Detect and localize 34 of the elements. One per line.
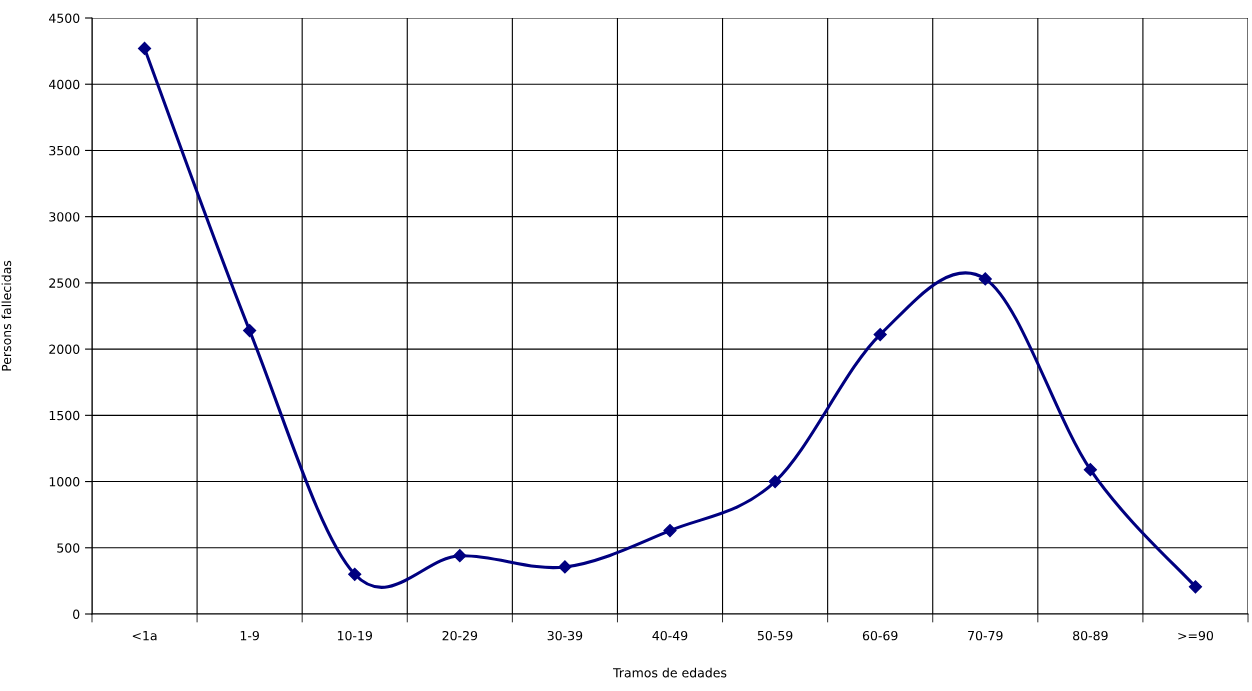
x-tick-label: 80-89: [1073, 630, 1108, 641]
point: [768, 474, 782, 489]
y-tick-label: 500: [57, 543, 80, 553]
y-tick-label: 3500: [49, 145, 80, 156]
x-tick-label: 50-59: [757, 630, 793, 641]
point: [873, 327, 887, 342]
point: [978, 272, 992, 286]
y-tick-label: 2500: [49, 278, 80, 288]
y-tick-label: 3000: [49, 212, 80, 222]
x-tick-label: 10-19: [337, 630, 373, 641]
x-tick-label: 70-79: [968, 630, 1003, 641]
x-tick-label: 30-39: [547, 630, 583, 641]
x-tick-label: 40-49: [652, 630, 688, 641]
y-tick-label: 4000: [48, 79, 80, 90]
point: [453, 549, 467, 563]
y-tick-label: 1000: [49, 477, 80, 487]
y-axis-title: Persons fallecidas: [1, 260, 12, 371]
x-tick-label: 20-29: [442, 630, 478, 641]
point: [1188, 580, 1203, 594]
point: [1083, 463, 1097, 477]
x-tick-label: <1a: [132, 631, 157, 641]
point: [243, 323, 257, 338]
point: [558, 560, 572, 574]
x-tick-label: >=90: [1178, 630, 1214, 641]
y-tick-label: 2000: [49, 344, 80, 355]
y-tick-label: 4500: [48, 13, 80, 23]
point: [137, 41, 152, 56]
x-tick-label: 60-69: [862, 630, 898, 641]
x-axis-title: Tramos de edades: [613, 667, 727, 678]
point: [348, 567, 362, 581]
y-tick-label: 0: [73, 609, 80, 619]
point: [663, 523, 677, 538]
x-tick-label: 1-9: [240, 630, 259, 641]
y-tick-label: 1500: [49, 410, 80, 421]
